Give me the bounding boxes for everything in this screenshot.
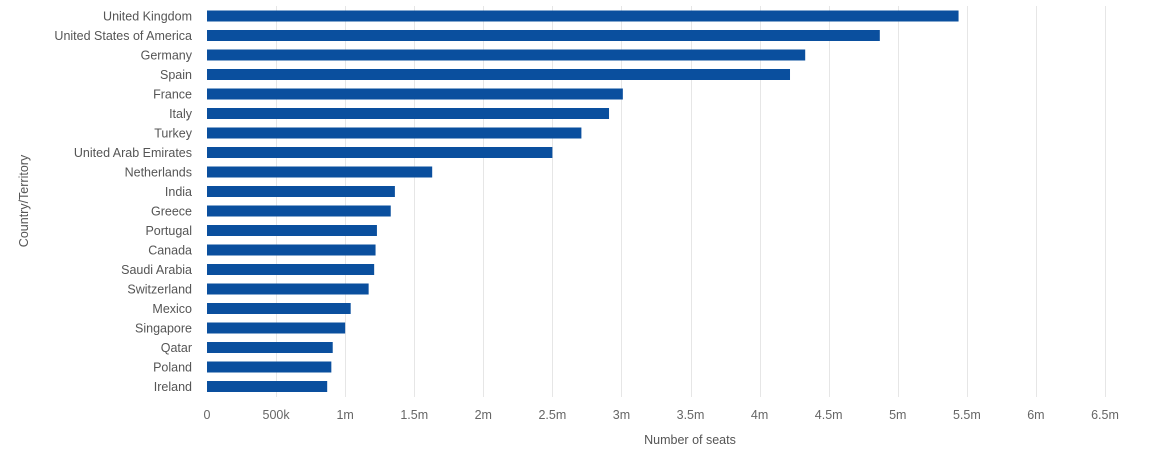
x-tick-label: 5.5m (953, 408, 981, 422)
x-tick-label: 5m (889, 408, 906, 422)
bar[interactable] (207, 205, 391, 217)
bar[interactable] (207, 225, 377, 236)
x-tick-label: 0 (204, 408, 211, 422)
category-label: Qatar (161, 341, 192, 355)
bar[interactable] (207, 244, 376, 256)
bar[interactable] (207, 342, 333, 353)
category-label: United Arab Emirates (74, 146, 192, 160)
bar[interactable] (207, 108, 610, 119)
x-tick-label: 2.5m (538, 408, 566, 422)
category-label: Italy (169, 107, 193, 121)
category-label: Saudi Arabia (121, 263, 192, 277)
gridlines (276, 6, 1106, 397)
category-label: Greece (151, 205, 192, 219)
x-tick-label: 6.5m (1091, 408, 1119, 422)
category-label: Switzerland (127, 283, 192, 297)
category-label: United Kingdom (103, 10, 192, 24)
category-label: United States of America (54, 29, 192, 43)
bar[interactable] (207, 147, 553, 158)
bars (207, 10, 959, 392)
category-labels: United Kingdom United States of America Ge… (54, 10, 192, 395)
category-label: Ireland (154, 380, 192, 394)
bar[interactable] (207, 186, 395, 197)
x-tick-label: 1.5m (400, 408, 428, 422)
bar[interactable] (207, 381, 328, 392)
category-label: Canada (148, 244, 192, 258)
bar[interactable] (207, 303, 351, 314)
bar[interactable] (207, 322, 346, 334)
bar[interactable] (207, 264, 375, 275)
category-label: Netherlands (125, 166, 192, 180)
bar[interactable] (207, 49, 806, 61)
category-label: Poland (153, 361, 192, 375)
category-label: Singapore (135, 322, 192, 336)
y-axis-title: Country/Territory (17, 154, 31, 247)
x-tick-label: 3m (613, 408, 630, 422)
x-tick-label: 1m (336, 408, 353, 422)
x-tick-label: 2m (475, 408, 492, 422)
x-axis-title: Number of seats (644, 433, 736, 447)
bar[interactable] (207, 127, 582, 139)
bar[interactable] (207, 283, 369, 295)
bar[interactable] (207, 69, 791, 80)
category-label: Turkey (154, 127, 192, 141)
category-label: India (165, 185, 192, 199)
x-tick-label: 4.5m (815, 408, 843, 422)
bar[interactable] (207, 10, 959, 22)
bar[interactable] (207, 166, 433, 178)
category-label: Germany (141, 49, 193, 63)
x-tick-labels: 0 500k 1m 1.5m 2m 2.5m 3m 3.5m 4m 4.5m 5m 5.5m 6m 6.5… (204, 408, 1119, 422)
x-tick-label: 4m (751, 408, 768, 422)
bar[interactable] (207, 88, 623, 100)
x-tick-label: 500k (263, 408, 291, 422)
category-label: Mexico (152, 302, 192, 316)
bar[interactable] (207, 30, 880, 41)
x-tick-label: 6m (1027, 408, 1044, 422)
category-label: France (153, 88, 192, 102)
category-label: Portugal (145, 224, 192, 238)
x-tick-label: 3.5m (677, 408, 705, 422)
category-label: Spain (160, 68, 192, 82)
bar[interactable] (207, 361, 332, 373)
